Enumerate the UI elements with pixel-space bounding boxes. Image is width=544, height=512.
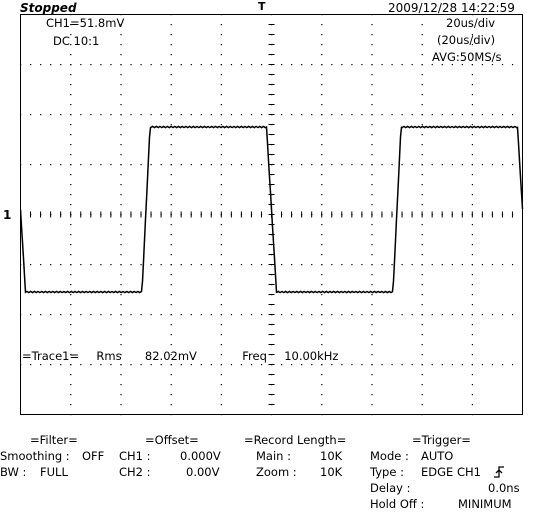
record-zoom-value[interactable]: 10K [320,465,343,479]
ch1-ground-marker[interactable]: 1 [3,208,12,222]
offset-ch2-value[interactable]: 0.00V [186,465,220,479]
measurement-label: =Trace1= [22,349,80,363]
trigger-mode-value[interactable]: AUTO [421,449,454,463]
ch1-scale: CH1=51.8mV [46,16,125,30]
rising-edge-icon [494,466,504,478]
freq-value: 10.00kHz [284,349,339,363]
trigger-holdoff-value[interactable]: MINIMUM [458,497,512,511]
record-length-header: =Record Length= [244,433,347,447]
datetime: 2009/12/28 14:22:59 [388,1,515,15]
rms-value: 82.02mV [144,349,197,363]
waveform-trace [20,125,524,294]
offset-header: =Offset= [145,433,199,447]
run-status: Stopped [20,1,77,15]
freq-label: Freq [242,349,267,363]
offset-ch2-label: CH2 : [119,465,151,479]
scope-screen [20,14,524,416]
trigger-mode-label: Mode : [370,449,409,463]
acquisition-mode: AVG:50MS/s [432,50,502,64]
filter-header: =Filter= [30,433,78,447]
ch1-coupling: DC 10:1 [53,34,100,48]
rms-label: Rms [96,349,122,363]
offset-ch1-label: CH1 : [119,449,151,463]
trigger-type-label: Type : [370,465,404,479]
smoothing-label: Smoothing : [0,449,70,463]
record-main-value[interactable]: 10K [320,449,343,463]
center-axes [20,14,513,415]
bw-label: BW : [0,465,27,479]
record-zoom-label: Zoom : [256,465,297,479]
trigger-delay-value[interactable]: 0.0ns [488,481,520,495]
bw-value[interactable]: FULL [40,465,68,479]
record-main-label: Main : [256,449,291,463]
timebase-secondary: (20us/div) [437,33,496,47]
timebase: 20us/div [446,16,496,30]
trigger-delay-label: Delay : [370,481,411,495]
trigger-position-marker[interactable]: T [258,0,266,13]
offset-ch1-value[interactable]: 0.000V [180,449,221,463]
trigger-header: =Trigger= [412,433,471,447]
smoothing-value[interactable]: OFF [82,449,105,463]
trigger-holdoff-label: Hold Off : [370,497,425,511]
measurement-readout: =Trace1= Rms 82.02mV Freq 10.00kHz [22,349,338,363]
trigger-type-value[interactable]: EDGE CH1 [421,465,481,479]
